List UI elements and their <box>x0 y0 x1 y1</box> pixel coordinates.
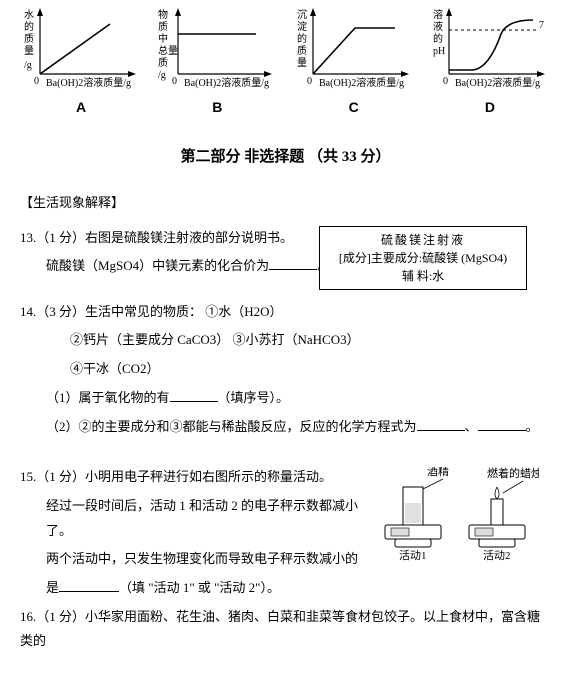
svg-text:0: 0 <box>172 76 177 87</box>
svg-text:沉: 沉 <box>297 8 307 21</box>
chart-c-label: C <box>293 94 415 121</box>
charts-row: 水 的 质 量 /g 0 Ba(OH)2溶液质量/g A 物 质 <box>20 6 551 121</box>
blank <box>269 258 317 271</box>
blank <box>59 579 119 592</box>
svg-text:7: 7 <box>539 20 544 31</box>
blank <box>478 418 526 431</box>
blank <box>417 418 465 431</box>
svg-text:pH: pH <box>433 46 445 57</box>
q14-line3: ④干冰（CO2） <box>20 357 551 382</box>
chart-d-label: D <box>429 94 551 121</box>
q15-figure: 酒精 活动1 燃着的蜡烛 活动2 <box>369 467 539 563</box>
svg-text:的: 的 <box>433 32 443 45</box>
q16-line1: 16.（1 分）小华家用面粉、花生油、猪肉、白菜和韭菜等食材包饺子。以上食材中，… <box>20 605 551 654</box>
svg-text:质: 质 <box>158 57 168 69</box>
svg-text:淀: 淀 <box>297 20 307 33</box>
chart-c: 沉 淀 的 质 量 0 Ba(OH)2溶液质量/g C <box>293 6 415 121</box>
blank <box>170 389 218 402</box>
svg-text:Ba(OH)2溶液质量/g: Ba(OH)2溶液质量/g <box>319 76 404 89</box>
svg-text:量: 量 <box>297 57 307 69</box>
svg-text:的: 的 <box>297 32 307 45</box>
info-box-l3: 辅 料:水 <box>328 267 518 285</box>
svg-text:物: 物 <box>158 8 168 21</box>
chart-a-ylabel: 水 <box>24 9 34 21</box>
svg-text:总: 总 <box>158 44 168 57</box>
chart-a-xlabel: Ba(OH)2溶液质量/g <box>46 76 131 89</box>
svg-text:0: 0 <box>307 76 312 87</box>
q15-line3: 两个活动中，只发生物理变化而导致电子秤示数减小的 <box>20 547 360 572</box>
q15-line2: 经过一段时间后，活动 1 和活动 2 的电子秤示数都减小了。 <box>20 494 360 543</box>
q15-line1: 15.（1 分）小明用电子秤进行如右图所示的称量活动。 <box>20 465 360 490</box>
q14-line2: ②钙片（主要成分 CaCO3） ③小苏打（NaHCO3） <box>20 328 551 353</box>
chart-a-label: A <box>20 94 142 121</box>
svg-text:中: 中 <box>158 32 168 45</box>
svg-text:液: 液 <box>433 20 443 33</box>
svg-text:/g: /g <box>158 70 166 81</box>
svg-text:Ba(OH)2溶液质量/g: Ba(OH)2溶液质量/g <box>455 76 540 89</box>
info-box-l1: 硫酸镁注射液 <box>328 231 518 249</box>
q14-sub2: （2）②的主要成分和③都能与稀盐酸反应，反应的化学方程式为、。 <box>20 415 551 440</box>
q14-sub1: （1）属于氧化物的有（填序号）。 <box>20 386 551 411</box>
svg-text:活动2: 活动2 <box>483 549 511 562</box>
svg-text:酒精: 酒精 <box>427 467 449 478</box>
q15-line4: 是（填 "活动 1" 或 "活动 2"）。 <box>20 576 360 601</box>
svg-text:燃着的蜡烛: 燃着的蜡烛 <box>487 467 539 480</box>
chart-b-label: B <box>156 94 278 121</box>
info-box-l2: [成分]主要成分:硫酸镁 (MgSO4) <box>328 249 518 267</box>
svg-text:量: 量 <box>24 45 34 57</box>
svg-text:质: 质 <box>24 33 34 45</box>
chart-b: 物 质 中 总 质 量 /g 0 Ba(OH)2溶液质量/g B <box>156 6 278 121</box>
svg-text:活动1: 活动1 <box>399 549 427 562</box>
chart-a: 水 的 质 量 /g 0 Ba(OH)2溶液质量/g A <box>20 6 142 121</box>
svg-text:溶: 溶 <box>433 8 443 21</box>
svg-text:/g: /g <box>24 60 32 71</box>
svg-text:量: 量 <box>168 45 178 57</box>
q14-line1: 14.（3 分）生活中常见的物质： ①水（H2O） <box>20 300 551 325</box>
svg-text:Ba(OH)2溶液质量/g: Ba(OH)2溶液质量/g <box>184 76 269 89</box>
svg-text:质: 质 <box>297 45 307 57</box>
svg-text:的: 的 <box>24 20 34 33</box>
section-title: 第二部分 非选择题 （共 33 分） <box>20 143 551 172</box>
svg-text:质: 质 <box>158 21 168 33</box>
chart-d: 溶 液 的 pH 7 0 Ba(OH)2溶液质量/g D <box>429 6 551 121</box>
svg-text:0: 0 <box>34 76 39 87</box>
life-title: 【生活现象解释】 <box>20 191 551 216</box>
info-box: 硫酸镁注射液 [成分]主要成分:硫酸镁 (MgSO4) 辅 料:水 <box>319 226 527 290</box>
svg-text:0: 0 <box>443 76 448 87</box>
